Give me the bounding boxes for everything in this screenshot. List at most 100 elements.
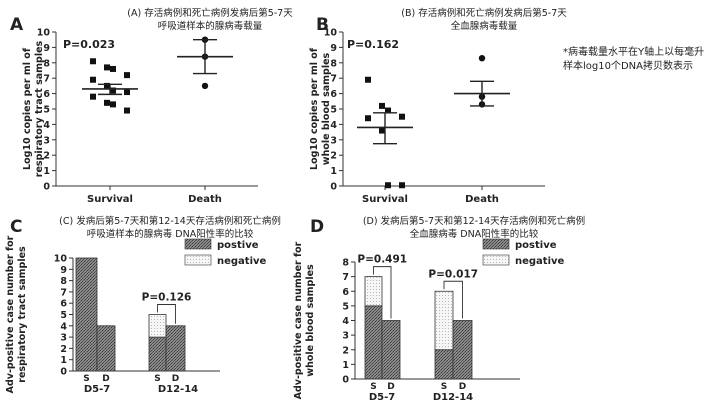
legend-swatch-negative-D — [482, 254, 510, 266]
y-axis-label-line-C: Adv-positive case number for — [5, 235, 16, 393]
panel-title-B: (B) 存活病例和死亡病例发病后第5-7天 — [401, 7, 567, 19]
y-axis-label-A: Log10 copies per ml of respiratory tract … — [22, 40, 45, 177]
y-tick-label-B: 10 — [324, 28, 338, 39]
bar-label-D: S — [370, 382, 376, 392]
y-tick-label-C: 6 — [60, 299, 67, 310]
y-tick-label-B: 5 — [330, 105, 337, 116]
y-tick-label-C: 10 — [54, 254, 68, 265]
y-tick-label-A: 3 — [43, 135, 50, 146]
data-point-A — [104, 64, 110, 71]
data-point-B — [385, 182, 391, 189]
y-tick-label-B: 8 — [330, 58, 337, 69]
y-tick-label-C: 3 — [60, 333, 67, 344]
y-tick-label-B: 2 — [330, 151, 337, 162]
y-axis-label-line-D: whole blood samples — [305, 264, 316, 377]
panel-title-B: 全血腺病毒载量 — [451, 20, 518, 32]
bar-label-C: D — [172, 374, 179, 384]
y-axis-label-line-A: Log10 copies per ml of — [22, 47, 33, 170]
group-label-D: D5-7 — [369, 392, 395, 403]
y-tick-label-B: 3 — [330, 135, 337, 146]
y-tick-label-A: 7 — [43, 74, 50, 85]
bar-positive-D — [452, 320, 473, 380]
data-point-A — [90, 76, 96, 83]
bar-label-C: S — [154, 374, 160, 384]
group-label-C: D5-7 — [84, 384, 110, 395]
y-axis-label-D: Adv-positive case number for whole blood … — [293, 241, 316, 399]
x-tick-label-B: Death — [465, 194, 499, 205]
bar-label-D: S — [441, 382, 447, 392]
data-point-A — [124, 72, 130, 79]
y-tick-label-D: 2 — [342, 345, 349, 356]
panel-letter-C: C — [10, 217, 22, 237]
y-tick-label-C: 1 — [60, 355, 67, 366]
bar-label-D: D — [387, 382, 394, 392]
y-tick-label-D: 0 — [342, 375, 349, 386]
y-tick-label-A: 4 — [43, 120, 50, 131]
y-tick-label-C: 9 — [60, 265, 67, 276]
p-value-B: P=0.162 — [347, 38, 399, 51]
y-tick-label-A: 5 — [43, 105, 50, 116]
bar-positive-C — [75, 257, 98, 372]
bar-positive-D — [364, 305, 383, 380]
data-point-A — [110, 101, 116, 108]
group-label-C: D12-14 — [158, 384, 198, 395]
data-point-A — [201, 82, 209, 90]
significance-bracket-D — [373, 266, 392, 319]
panel-title-D: 全血腺病毒 DNA阳性率的比较 — [410, 228, 539, 240]
significance-bracket-D — [443, 280, 463, 319]
bar-negative-D — [434, 290, 454, 351]
data-point-B — [365, 115, 371, 122]
legend-swatch-positive-C — [184, 238, 212, 250]
p-value-D: P=0.491 — [357, 254, 407, 266]
y-tick-label-C: 7 — [60, 287, 67, 298]
legend-label-positive-D: postive — [515, 240, 557, 251]
data-point-B — [365, 76, 371, 83]
y-tick-label-C: 2 — [60, 344, 67, 355]
y-tick-label-C: 0 — [60, 367, 67, 378]
legend-label-negative-D: negative — [515, 256, 565, 267]
bar-positive-D — [434, 349, 454, 380]
data-point-A — [90, 93, 96, 100]
y-tick-label-D: 6 — [342, 287, 349, 298]
y-tick-label-A: 1 — [43, 166, 50, 177]
bar-positive-D — [381, 320, 401, 380]
panel-title-C: (C) 发病后第5-7天和第12-14天存活病例和死亡病例 — [59, 215, 281, 227]
group-label-D: D12-14 — [433, 392, 473, 403]
panel-title-A: (A) 存活病例和死亡病例发病后第5-7天 — [127, 7, 293, 19]
data-point-A — [110, 65, 116, 72]
x-tick-label-A: Survival — [87, 194, 133, 205]
p-value-A: P=0.023 — [63, 38, 115, 51]
data-point-B — [385, 107, 391, 114]
y-axis-label-B: Log10 copies per ml of whole blood sample… — [309, 47, 332, 170]
y-tick-label-D: 3 — [342, 331, 349, 342]
y-axis-label-line-D: Adv-positive case number for — [293, 241, 304, 399]
legend-label-negative-C: negative — [217, 256, 267, 267]
y-tick-label-C: 5 — [60, 310, 67, 321]
panel-letter-A: A — [10, 15, 24, 35]
bar-label-C: S — [83, 374, 89, 384]
data-point-B — [379, 127, 385, 134]
data-point-A — [124, 89, 130, 96]
y-tick-label-A: 9 — [43, 43, 50, 54]
note-line: *病毒载量水平在Y轴上以每毫升 — [563, 45, 704, 58]
bar-positive-C — [165, 325, 186, 372]
panel-letter-D: D — [310, 217, 324, 237]
y-tick-label-B: 6 — [330, 89, 337, 100]
y-axis-label-line-B: Log10 copies per ml of — [309, 47, 320, 170]
x-tick-label-A: Death — [188, 194, 222, 205]
y-tick-label-D: 7 — [342, 272, 349, 283]
panel-title-A: 呼吸道样本的腺病毒载量 — [158, 20, 263, 32]
bar-label-D: D — [459, 382, 466, 392]
data-point-B — [399, 113, 405, 120]
bar-positive-C — [148, 336, 167, 372]
bar-label-C: D — [102, 374, 109, 384]
significance-bracket-C — [157, 304, 176, 324]
data-point-B — [478, 54, 486, 62]
y-tick-label-A: 8 — [43, 58, 50, 69]
y-tick-label-D: 1 — [342, 360, 349, 371]
data-point-A — [104, 82, 110, 89]
data-point-A — [104, 99, 110, 106]
y-tick-label-A: 2 — [43, 151, 50, 162]
p-value-D: P=0.017 — [428, 268, 478, 280]
